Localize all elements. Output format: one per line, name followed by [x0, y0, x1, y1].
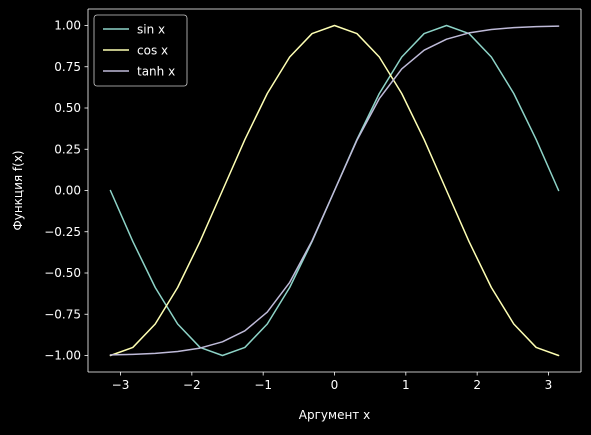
- y-tick-label: 0.50: [54, 101, 81, 115]
- x-tick-label: 1: [402, 378, 410, 392]
- y-tick-label: 1.00: [54, 19, 81, 33]
- series-line-1: [109, 24, 560, 357]
- y-tick-label: 0.00: [54, 184, 81, 198]
- x-axis-label: Аргумент x: [299, 408, 370, 422]
- legend-label-1: cos x: [137, 44, 168, 58]
- legend-label-2: tanh x: [137, 65, 175, 79]
- x-tick-label: 2: [473, 378, 481, 392]
- y-axis-label: Функция f(x): [11, 150, 25, 230]
- legend-label-0: sin x: [137, 23, 165, 37]
- series-layer: [109, 24, 560, 357]
- series-line-2: [109, 25, 560, 356]
- y-tick-label: −1.00: [44, 349, 81, 363]
- y-tick-label: 0.25: [54, 142, 81, 156]
- y-tick-label: −0.75: [44, 307, 81, 321]
- y-tick-label: −0.25: [44, 225, 81, 239]
- x-tick-label: 3: [545, 378, 553, 392]
- ticks-layer: −3 −2 −1 0 1 2 3 −1.00 −0.75 −0.50 −0.25 0.00 0.25 0.…: [44, 19, 552, 393]
- y-tick-label: −0.50: [44, 266, 81, 280]
- x-tick-label: 0: [331, 378, 339, 392]
- legend-box: [93, 14, 188, 87]
- x-tick-label: −1: [254, 378, 272, 392]
- x-tick-label: −3: [112, 378, 130, 392]
- y-tick-label: 0.75: [54, 60, 81, 74]
- legend: sin x cos x tanh x: [93, 14, 188, 87]
- x-tick-label: −2: [183, 378, 201, 392]
